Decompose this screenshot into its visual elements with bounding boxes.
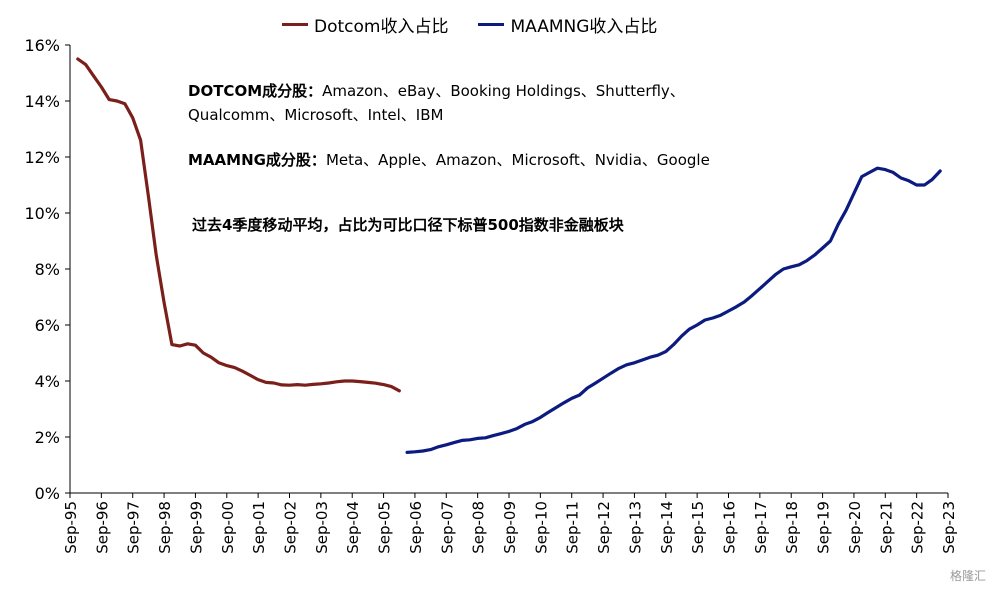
x-tick-label: Sep-99 [187,501,205,554]
x-tick-label: Sep-15 [689,501,707,554]
x-tick-label: Sep-00 [219,501,237,554]
x-tick-label: Sep-21 [877,501,895,554]
y-tick-label: 12% [24,148,60,167]
x-tick-label: Sep-05 [376,501,394,554]
dotcom-constituents-note: DOTCOM成分股：Amazon、eBay、Booking Holdings、S… [188,79,685,127]
legend-label-dotcom: Dotcom收入占比 [314,17,449,37]
watermark-logo: 格隆汇 [950,567,986,584]
dotcom-constituents-label: DOTCOM成分股： [188,82,323,100]
x-tick-label: Sep-18 [783,501,801,554]
methodology-note: 过去4季度移动平均，占比为可比口径下标普500指数非金融板块 [192,213,624,237]
y-axis-ticks: 0% 2% 4% 6% 8% 10% 12% 14% 16% [24,36,70,503]
x-tick-label: Sep-98 [156,501,174,554]
x-tick-label: Sep-07 [438,501,456,554]
dotcom-constituents-text: Amazon、eBay、Booking Holdings、Shutterfly、 [322,82,685,100]
x-tick-label: Sep-13 [626,501,644,554]
x-tick-label: Sep-01 [250,501,268,554]
x-tick-label: Sep-16 [721,501,739,554]
x-tick-label: Sep-22 [909,501,927,554]
y-tick-label: 14% [24,92,60,111]
legend-swatch-maamng [478,23,505,26]
maamng-constituents-note: MAAMNG成分股：Meta、Apple、Amazon、Microsoft、Nv… [188,148,710,172]
x-tick-label: Sep-17 [752,501,770,554]
y-tick-label: 6% [35,316,60,335]
legend-item-maamng[interactable]: MAAMNG收入占比 [478,12,657,37]
x-tick-label: Sep-08 [470,501,488,554]
series-lines [76,57,942,454]
x-tick-label: Sep-20 [846,501,864,554]
x-tick-label: Sep-02 [282,501,300,554]
x-tick-label: Sep-19 [815,501,833,554]
x-tick-label: Sep-04 [344,501,362,554]
x-axis-ticks: Sep-95 Sep-96 Sep-97 Sep-98 Sep-99 Sep-00 Sep-… [62,493,958,554]
y-tick-label: 8% [35,260,60,279]
x-tick-label: Sep-11 [564,501,582,554]
dotcom-constituents-line2: Qualcomm、Microsoft、Intel、IBM [188,106,444,124]
methodology-text: 过去4季度移动平均，占比为可比口径下标普500指数非金融板块 [192,216,624,234]
x-tick-label: Sep-95 [62,501,80,554]
x-tick-label: Sep-23 [940,501,958,554]
x-tick-label: Sep-03 [313,501,331,554]
legend-swatch-dotcom [282,23,308,26]
x-tick-label: Sep-14 [658,501,676,554]
maamng-constituents-text: Meta、Apple、Amazon、Microsoft、Nvidia、Googl… [325,151,710,169]
x-tick-label: Sep-09 [501,501,519,554]
x-tick-label: Sep-12 [595,501,613,554]
x-tick-label: Sep-06 [407,501,425,554]
dotcom-constituents-line1: DOTCOM成分股：Amazon、eBay、Booking Holdings、S… [188,79,685,103]
maamng-constituents-label: MAAMNG成分股： [188,151,326,169]
x-tick-label: Sep-97 [125,501,143,554]
y-tick-label: 10% [24,204,60,223]
y-tick-label: 2% [35,428,60,447]
y-tick-label: 4% [35,372,60,391]
y-tick-label: 16% [24,36,60,55]
series-line-dotcom [76,57,401,393]
legend-item-dotcom[interactable]: Dotcom收入占比 [282,12,448,37]
legend-label-maamng: MAAMNG收入占比 [510,17,658,37]
x-tick-label: Sep-10 [532,501,550,554]
series-line-maamng [405,166,942,454]
y-tick-label: 0% [35,484,60,503]
watermark-text: 格隆汇 [949,569,986,583]
legend: Dotcom收入占比 MAAMNG收入占比 [282,12,657,37]
x-tick-label: Sep-96 [93,501,111,554]
